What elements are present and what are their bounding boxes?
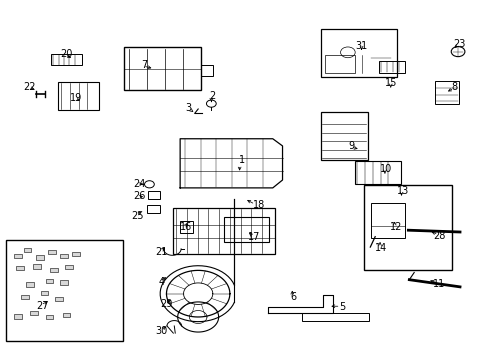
Bar	[50, 268, 58, 272]
Text: 13: 13	[396, 186, 408, 196]
Text: 1: 1	[239, 155, 244, 165]
Bar	[23, 248, 31, 252]
Text: 16: 16	[180, 222, 192, 231]
Text: 15: 15	[384, 78, 396, 88]
Text: 3: 3	[185, 103, 191, 113]
Text: 6: 6	[289, 292, 296, 302]
Text: 27: 27	[36, 301, 48, 311]
Bar	[45, 279, 53, 283]
Bar	[354, 161, 400, 184]
Bar	[48, 250, 56, 254]
Text: 5: 5	[338, 302, 345, 312]
Bar	[58, 82, 99, 110]
Bar	[21, 295, 29, 299]
Text: 31: 31	[355, 41, 367, 50]
Bar	[180, 221, 192, 233]
Text: 8: 8	[450, 82, 456, 92]
Bar	[30, 311, 38, 315]
Text: 21: 21	[155, 247, 167, 257]
Bar	[148, 191, 159, 199]
Bar	[55, 297, 63, 301]
Bar	[434, 81, 458, 104]
Text: 30: 30	[155, 325, 167, 336]
Bar	[14, 315, 21, 319]
Bar	[172, 208, 275, 254]
Text: 20: 20	[60, 49, 73, 59]
Text: 29: 29	[160, 299, 172, 309]
Bar	[224, 217, 268, 242]
Bar	[147, 205, 160, 213]
Bar	[378, 61, 405, 73]
Bar	[65, 265, 73, 269]
Bar	[45, 315, 53, 319]
Text: 17: 17	[247, 232, 260, 242]
Text: 23: 23	[452, 39, 464, 49]
Text: 25: 25	[131, 211, 143, 221]
Bar	[72, 252, 80, 256]
Text: 22: 22	[23, 82, 36, 92]
Bar	[5, 239, 122, 341]
Bar	[325, 55, 354, 73]
Text: 28: 28	[432, 231, 445, 240]
Bar	[200, 65, 212, 76]
Text: 11: 11	[432, 279, 445, 289]
Text: 14: 14	[374, 243, 386, 253]
Bar	[14, 253, 21, 258]
Bar	[370, 203, 405, 238]
Text: 24: 24	[133, 179, 145, 189]
Text: 10: 10	[379, 164, 391, 174]
Text: 4: 4	[158, 277, 164, 287]
Text: 12: 12	[388, 222, 401, 231]
Bar	[320, 112, 367, 160]
Bar	[33, 264, 41, 269]
Text: 9: 9	[348, 141, 354, 151]
Bar	[26, 282, 34, 287]
Text: 18: 18	[252, 200, 264, 210]
Bar	[60, 253, 68, 258]
Bar	[51, 54, 82, 65]
Text: 7: 7	[141, 60, 147, 70]
Text: 26: 26	[133, 191, 145, 201]
Bar	[364, 185, 451, 270]
Bar	[16, 266, 24, 270]
Text: 19: 19	[70, 93, 82, 103]
Bar	[62, 313, 70, 317]
Bar	[320, 29, 396, 77]
Bar	[302, 314, 368, 321]
Text: 2: 2	[209, 91, 216, 101]
Bar	[41, 291, 48, 296]
Bar	[123, 47, 200, 90]
Bar	[36, 255, 43, 260]
Bar	[60, 280, 68, 285]
